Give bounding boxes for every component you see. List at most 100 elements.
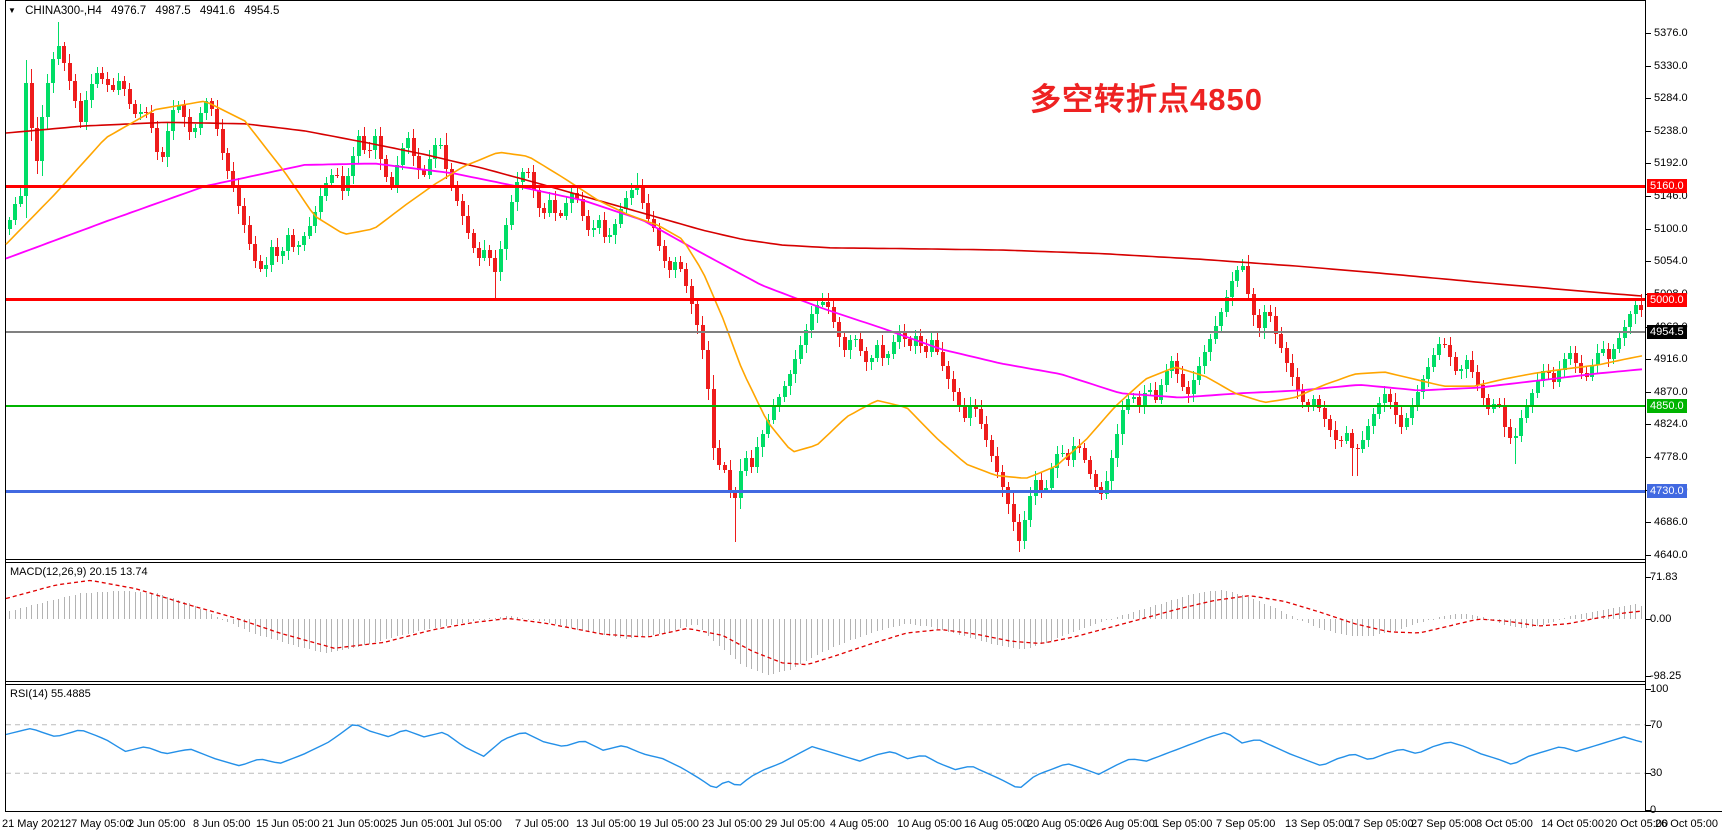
candle-body bbox=[1268, 311, 1273, 317]
candle-body bbox=[165, 130, 170, 157]
support-4730-line[interactable] bbox=[6, 489, 1645, 493]
candle-body bbox=[176, 105, 181, 110]
macd-histogram-bar bbox=[571, 619, 573, 629]
candle-body bbox=[242, 205, 247, 225]
candle-body bbox=[711, 389, 716, 449]
macd-histogram-bar bbox=[827, 619, 829, 650]
macd-histogram-bar bbox=[1193, 593, 1195, 619]
macd-histogram-bar bbox=[1231, 592, 1233, 619]
macd-histogram-bar bbox=[101, 592, 103, 619]
macd-histogram-bar bbox=[920, 619, 922, 626]
macd-histogram-bar bbox=[396, 619, 398, 637]
candle-body bbox=[111, 85, 116, 90]
macd-histogram-bar bbox=[751, 619, 753, 669]
macd-histogram-bar bbox=[151, 592, 153, 619]
price-tick-label: 4686.0 bbox=[1654, 516, 1688, 529]
ohlc-close: 4954.5 bbox=[244, 5, 280, 17]
candle-body bbox=[1044, 487, 1049, 491]
candle-body bbox=[1202, 352, 1207, 367]
bid-price-line[interactable] bbox=[6, 330, 1645, 333]
pivot-4850-line[interactable] bbox=[6, 405, 1645, 408]
macd-histogram-bar bbox=[1253, 598, 1255, 619]
time-axis-label: 7 Jul 05:00 bbox=[515, 818, 569, 830]
candle-body bbox=[662, 246, 667, 261]
candle-body bbox=[416, 156, 421, 171]
candle-body bbox=[580, 198, 585, 216]
panel-border bbox=[5, 562, 1645, 563]
macd-histogram-bar bbox=[538, 619, 540, 621]
macd-histogram-bar bbox=[1204, 592, 1206, 619]
macd-histogram-bar bbox=[1149, 607, 1151, 619]
candle-body bbox=[1033, 479, 1038, 496]
macd-histogram-bar bbox=[118, 591, 120, 619]
candle-body bbox=[1431, 355, 1436, 367]
candle-body bbox=[728, 470, 732, 492]
candle-body bbox=[296, 245, 301, 247]
macd-histogram-bar bbox=[1558, 619, 1560, 620]
macd-histogram-bar bbox=[1100, 619, 1102, 623]
macd-histogram-bar bbox=[1466, 613, 1468, 619]
candle-body bbox=[13, 203, 18, 221]
candle-body bbox=[744, 457, 749, 471]
candle-body bbox=[1464, 359, 1469, 369]
candle-body bbox=[1262, 311, 1267, 329]
candle-body bbox=[1306, 402, 1311, 407]
candle-body bbox=[989, 439, 994, 456]
candle-body bbox=[466, 215, 471, 234]
macd-histogram-bar bbox=[20, 608, 22, 619]
macd-histogram-bar bbox=[729, 619, 731, 655]
candle-body bbox=[946, 365, 951, 379]
candle-body bbox=[1388, 394, 1393, 402]
resistance-5160-line[interactable] bbox=[6, 184, 1645, 188]
candle-body bbox=[35, 127, 39, 162]
candle-body bbox=[1186, 386, 1191, 395]
candle-body bbox=[1421, 379, 1425, 392]
candle-body bbox=[18, 196, 23, 204]
macd-histogram-bar bbox=[1209, 591, 1211, 619]
candle-body bbox=[45, 82, 50, 117]
macd-histogram-bar bbox=[1318, 619, 1320, 628]
axis-tick bbox=[1646, 391, 1651, 393]
macd-histogram-bar bbox=[1078, 619, 1080, 631]
symbol-dropdown-icon[interactable]: ▼ bbox=[8, 6, 16, 15]
macd-histogram-bar bbox=[1406, 619, 1408, 627]
candle-body bbox=[122, 80, 127, 90]
candle-body bbox=[968, 405, 973, 419]
macd-histogram-bar bbox=[1460, 613, 1462, 619]
macd-histogram-bar bbox=[1548, 619, 1549, 624]
candle-wick bbox=[1444, 338, 1446, 349]
candle-body bbox=[1230, 280, 1235, 298]
macd-histogram-bar bbox=[1045, 619, 1047, 643]
candle-body bbox=[908, 339, 913, 347]
macd-histogram-bar bbox=[811, 619, 813, 658]
macd-tick-label: 71.83 bbox=[1650, 570, 1678, 583]
candle-body bbox=[340, 175, 345, 192]
macd-histogram-bar bbox=[909, 619, 911, 625]
macd-histogram-bar bbox=[423, 619, 425, 631]
macd-histogram-bar bbox=[1122, 615, 1124, 619]
macd-histogram-bar bbox=[631, 619, 633, 638]
macd-histogram-bar bbox=[140, 592, 142, 619]
candle-body bbox=[733, 491, 738, 498]
macd-histogram-bar bbox=[1575, 615, 1577, 619]
macd-histogram-bar bbox=[1564, 617, 1566, 619]
time-axis-label: 23 Jul 05:00 bbox=[702, 818, 762, 830]
resistance-5000-line[interactable] bbox=[6, 298, 1645, 302]
macd-histogram-bar bbox=[9, 611, 11, 619]
candle-body bbox=[460, 201, 465, 216]
panel-border bbox=[5, 559, 1645, 560]
rsi-tick-label: 0 bbox=[1650, 803, 1657, 816]
macd-histogram-bar bbox=[1482, 617, 1484, 619]
candle-body bbox=[804, 329, 809, 345]
macd-histogram-bar bbox=[473, 619, 475, 621]
axis-tick bbox=[1646, 130, 1651, 132]
macd-histogram-bar bbox=[1357, 619, 1359, 636]
candle-body bbox=[618, 209, 623, 224]
macd-histogram-bar bbox=[1280, 610, 1282, 619]
candle-body bbox=[689, 286, 694, 305]
candle-body bbox=[1300, 390, 1305, 403]
candle-body bbox=[367, 149, 372, 151]
candle-body bbox=[198, 112, 203, 129]
macd-histogram-bar bbox=[429, 619, 431, 630]
macd-histogram-bar bbox=[1471, 614, 1473, 619]
